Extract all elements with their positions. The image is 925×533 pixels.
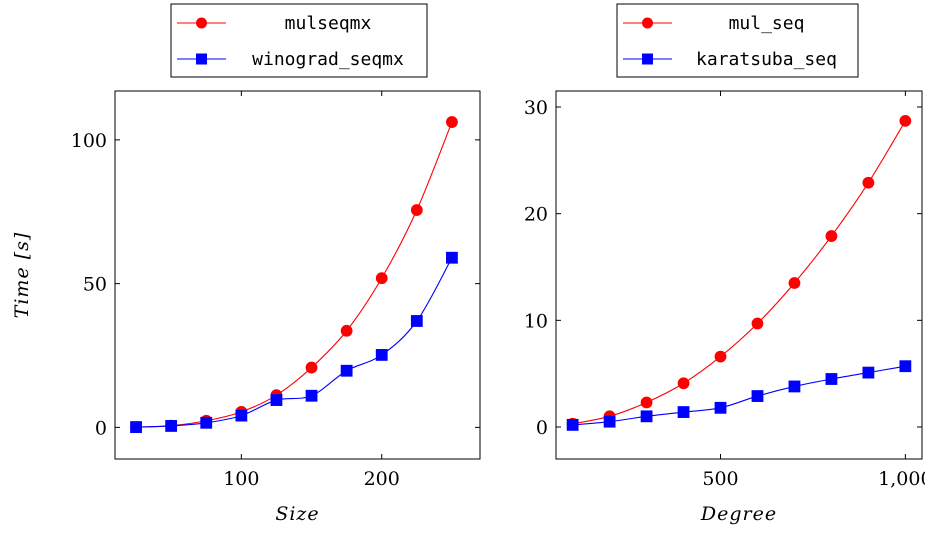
left-data-point — [130, 421, 142, 433]
right-data-point — [677, 377, 690, 390]
left-legend-box — [170, 3, 428, 78]
right-data-point — [862, 366, 875, 379]
left-x-tick-label: 100 — [223, 468, 259, 490]
right-legend-box — [616, 3, 859, 78]
left-data-point — [270, 394, 283, 406]
right-y-tick-label: 20 — [524, 204, 548, 226]
right-legend-label: karatsuba_seq — [696, 49, 837, 70]
left-y-tick-label: 100 — [71, 130, 107, 152]
left-series-2 — [130, 251, 458, 433]
right-data-point — [566, 418, 579, 431]
right-data-point — [640, 396, 653, 409]
left-series-line — [136, 257, 453, 428]
right-y-tick-label: 30 — [524, 97, 548, 119]
left-data-point — [410, 204, 423, 216]
right-data-point — [603, 415, 616, 428]
left-data-point — [305, 389, 318, 402]
left-y-tick-label: 50 — [83, 274, 107, 296]
right-legend-marker — [642, 53, 653, 65]
right-series-line — [572, 120, 906, 425]
right-data-point — [788, 277, 801, 289]
right-series-1 — [566, 114, 912, 430]
right-plot-frame — [555, 90, 923, 460]
right-data-point — [751, 317, 764, 330]
right-data-point — [899, 360, 912, 373]
left-data-point — [410, 315, 423, 327]
right-y-tick-label: 10 — [524, 310, 548, 332]
left-legend-label: winograd_seqmx — [252, 49, 404, 70]
left-series-1 — [130, 116, 458, 433]
left-data-point — [165, 420, 178, 432]
left-data-point — [305, 361, 318, 374]
left-data-point — [235, 409, 248, 422]
right-data-point — [862, 176, 875, 189]
right-chart: 500 1,000 0 10 20 30 Degree mul_seq karatsuba_se… — [524, 3, 925, 525]
right-series-2 — [566, 360, 912, 431]
right-legend: mul_seq karatsuba_seq — [616, 3, 859, 78]
left-data-point — [446, 116, 458, 128]
right-data-point — [714, 401, 727, 414]
right-data-point — [677, 406, 690, 418]
left-data-point — [340, 364, 353, 377]
right-legend-label: mul_seq — [729, 13, 805, 34]
right-x-axis-label: Degree — [700, 503, 777, 525]
left-x-axis-label: Size — [275, 503, 319, 525]
right-data-point — [640, 410, 653, 423]
right-x-tick-label: 500 — [702, 468, 738, 490]
left-data-point — [340, 324, 353, 337]
left-data-point — [446, 251, 458, 264]
left-legend: mulseqmx winograd_seqmx — [170, 3, 428, 78]
left-data-point — [200, 416, 213, 429]
right-x-tick-label: 1,000 — [878, 468, 925, 490]
right-data-point — [788, 380, 801, 393]
left-legend-marker — [196, 17, 207, 29]
right-y-tick-label: 0 — [536, 417, 548, 439]
left-plot-frame — [114, 90, 481, 460]
right-data-point — [714, 350, 727, 363]
left-x-tick-label: 200 — [364, 468, 400, 490]
left-y-tick-label: 0 — [95, 417, 107, 439]
left-series-line — [136, 121, 453, 428]
left-y-axis-label: Time [s] — [11, 232, 33, 319]
right-data-point — [899, 114, 912, 127]
right-data-point — [751, 390, 764, 402]
right-legend-marker — [642, 17, 653, 29]
right-data-point — [825, 230, 838, 242]
left-data-point — [375, 272, 388, 285]
left-legend-marker — [196, 53, 207, 65]
left-data-point — [375, 349, 388, 361]
right-data-point — [825, 373, 838, 385]
left-legend-label: mulseqmx — [285, 13, 372, 34]
right-series-line — [572, 365, 906, 426]
left-chart: 100 200 0 50 100 Size Time [s] mulseqmx winograd… — [11, 3, 481, 525]
